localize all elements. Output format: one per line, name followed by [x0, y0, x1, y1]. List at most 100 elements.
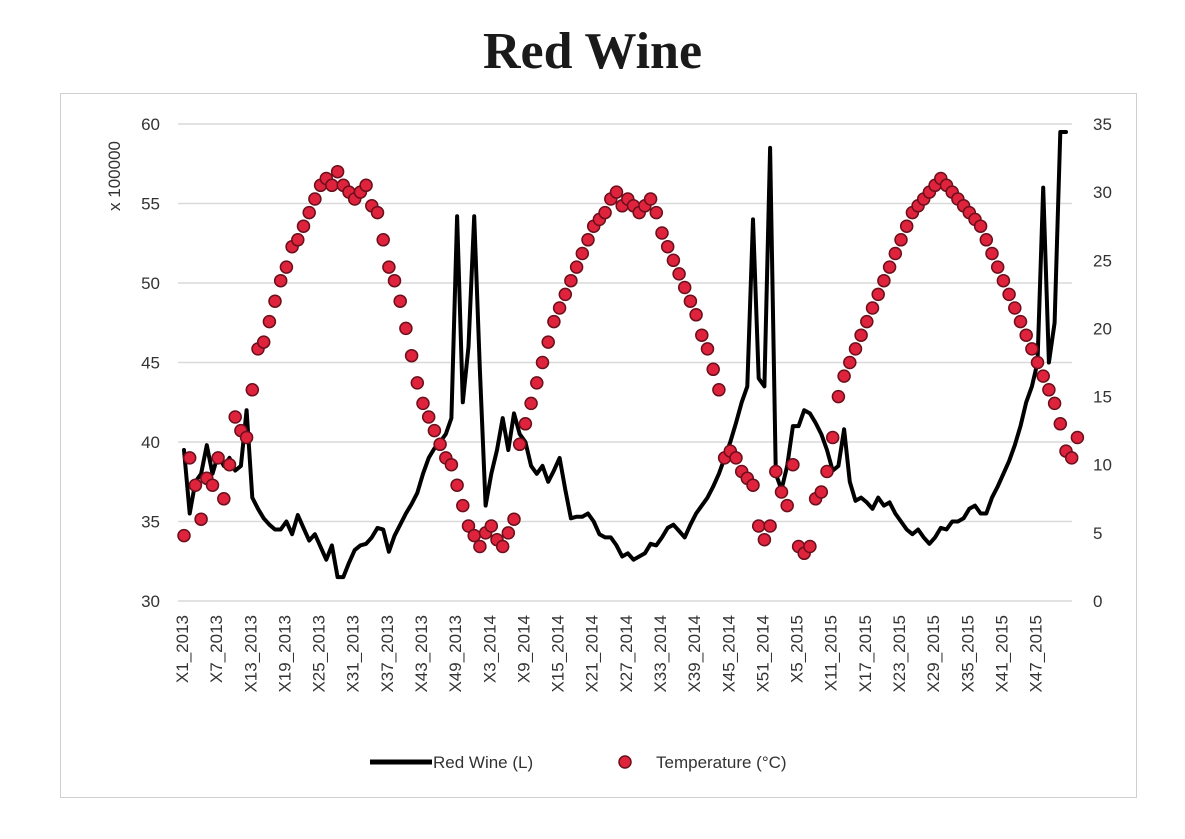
temperature-point [205, 478, 220, 492]
x-tick-label: X9_2014 [514, 615, 533, 683]
temperature-point [985, 246, 999, 261]
temperature-point [786, 457, 800, 472]
x-tick-label: X33_2014 [651, 615, 670, 693]
temperature-point [899, 219, 914, 233]
x-tick-label: X23_2015 [890, 615, 909, 693]
temperature-point [501, 526, 516, 540]
y2-tick-label: 5 [1093, 524, 1102, 543]
temperature-point [325, 178, 339, 193]
temperature-point [1070, 430, 1085, 445]
temperature-point [512, 437, 527, 452]
temperature-point [416, 396, 430, 411]
x-tick-label: X3_2014 [480, 615, 499, 683]
x-tick-label: X49_2013 [446, 615, 465, 693]
temperature-point [564, 273, 578, 288]
temperature-point [660, 239, 675, 254]
temperature-point [433, 437, 447, 452]
y2-tick-label: 0 [1093, 592, 1102, 611]
temperature-point [518, 417, 533, 431]
x-tick-label: X19_2013 [275, 615, 294, 693]
temperature-point [558, 287, 573, 302]
y-tick-label: 45 [141, 354, 160, 373]
temperature-point [683, 294, 698, 308]
x-tick-label: X43_2013 [412, 615, 431, 693]
temperature-point [581, 233, 595, 247]
y2-tick-label: 30 [1093, 183, 1112, 202]
x-tick-label: X51_2014 [753, 615, 772, 693]
temperature-point [387, 273, 402, 288]
temperature-point [228, 410, 242, 424]
x-tick-label: X17_2015 [856, 615, 875, 693]
x-tick-label: X31_2013 [344, 615, 363, 693]
temperature-point [547, 314, 561, 329]
red-wine-line [182, 130, 1068, 580]
legend-dot-swatch [618, 755, 632, 769]
temperature-point [888, 246, 903, 261]
temperature-point [666, 253, 681, 268]
legend-label-red-wine: Red Wine (L) [433, 753, 533, 772]
temperature-point [211, 451, 225, 465]
temperature-point [894, 233, 908, 247]
red-wine-series [182, 130, 1068, 580]
y2-tick-label: 10 [1093, 456, 1112, 475]
temperature-point [177, 528, 191, 543]
x-tick-label: X25_2013 [310, 615, 329, 693]
chart-title: Red Wine [482, 23, 703, 80]
temperature-point [757, 532, 772, 547]
temperature-point [700, 342, 715, 356]
x-tick-label: X37_2013 [378, 615, 397, 693]
temperature-point [524, 396, 538, 411]
x-axis-ticks: X1_2013 X7_2013 X13_2013 X19_2013 X25_2013 X3… [173, 615, 1046, 693]
temperature-point [865, 301, 880, 315]
temperature-point [996, 273, 1011, 288]
temperature-point [194, 512, 208, 526]
temperature-point [706, 362, 720, 377]
temperature-point [1047, 396, 1062, 411]
y-tick-label: 50 [141, 274, 160, 293]
temperature-point [780, 498, 794, 513]
temperature-point [370, 205, 385, 220]
temperature-point [689, 308, 703, 322]
x-tick-label: X21_2014 [583, 615, 602, 693]
x-tick-label: X7_2013 [207, 615, 226, 683]
x-tick-label: X41_2015 [992, 615, 1011, 693]
y2-tick-label: 35 [1093, 115, 1112, 134]
temperature-point [535, 355, 550, 370]
temperature-point [695, 328, 709, 342]
x-tick-label: X27_2014 [617, 615, 636, 693]
temperature-point [268, 294, 282, 308]
temperature-point [330, 164, 345, 179]
temperature-point [746, 478, 760, 492]
temperature-point [672, 267, 686, 281]
temperature-point [262, 314, 277, 329]
y-tick-label: 30 [141, 592, 160, 611]
temperature-point [871, 287, 885, 302]
legend-label-temperature: Temperature (°C) [656, 753, 787, 772]
temperature-point [273, 273, 288, 288]
temperature-point [444, 457, 459, 472]
temperature-point [763, 519, 777, 533]
temperature-point [1013, 314, 1028, 329]
x-tick-label: X1_2013 [173, 615, 192, 683]
temperature-point [1002, 287, 1016, 302]
temperature-point [376, 233, 390, 247]
temperature-point [877, 273, 891, 288]
temperature-point [1042, 383, 1056, 397]
temperature-point [552, 301, 567, 315]
temperature-point [495, 539, 510, 554]
temperature-point [814, 485, 829, 499]
temperature-point [1025, 342, 1039, 356]
temperature-point [530, 376, 544, 390]
temperature-point [837, 369, 851, 383]
temperature-series [177, 164, 1085, 561]
left-axis-ticks: 30 35 40 45 50 55 60 [141, 115, 160, 611]
temperature-point [182, 451, 197, 465]
temperature-point [256, 335, 271, 349]
temperature-point [655, 226, 669, 240]
temperature-point [188, 478, 203, 492]
y2-tick-label: 20 [1093, 319, 1112, 338]
temperature-point [1036, 369, 1050, 383]
temperature-point [843, 355, 857, 370]
temperature-point [677, 280, 692, 295]
temperature-point [473, 539, 487, 554]
